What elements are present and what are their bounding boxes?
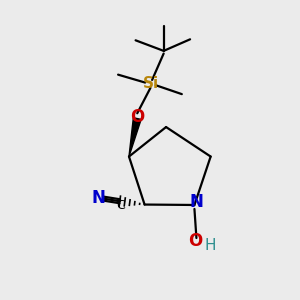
- Text: Si: Si: [142, 76, 158, 92]
- Text: O: O: [130, 108, 144, 126]
- Text: C: C: [116, 200, 125, 212]
- Text: H: H: [205, 238, 216, 253]
- Text: N: N: [91, 189, 105, 207]
- Polygon shape: [129, 118, 141, 157]
- Text: O: O: [188, 232, 203, 250]
- Text: N: N: [189, 193, 203, 211]
